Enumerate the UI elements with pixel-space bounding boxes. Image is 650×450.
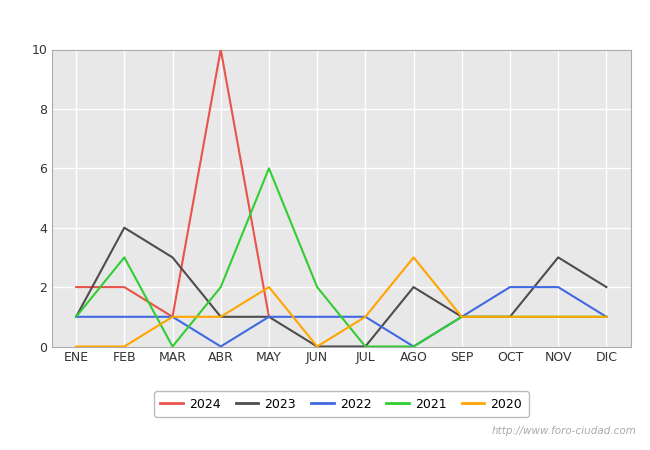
2023 [72, 314, 80, 319]
2020 [410, 255, 417, 260]
2022 [120, 314, 128, 319]
Line: 2021: 2021 [76, 168, 606, 346]
2022 [410, 344, 417, 349]
2023 [361, 344, 369, 349]
2023 [168, 255, 176, 260]
2022 [458, 314, 465, 319]
2022 [506, 284, 514, 290]
2022 [313, 314, 321, 319]
2023 [458, 314, 465, 319]
2020 [458, 314, 465, 319]
2021 [168, 344, 176, 349]
2023 [313, 344, 321, 349]
2023 [410, 284, 417, 290]
2022 [265, 314, 273, 319]
2024 [168, 314, 176, 319]
2024 [72, 284, 80, 290]
2020 [506, 314, 514, 319]
2023 [217, 314, 225, 319]
2021 [554, 314, 562, 319]
2022 [72, 314, 80, 319]
2024 [217, 47, 225, 52]
2021 [120, 255, 128, 260]
2020 [265, 284, 273, 290]
2021 [506, 314, 514, 319]
2020 [72, 344, 80, 349]
2021 [458, 314, 465, 319]
2020 [361, 314, 369, 319]
2023 [506, 314, 514, 319]
2021 [410, 344, 417, 349]
2024 [120, 284, 128, 290]
2022 [603, 314, 610, 319]
Line: 2023: 2023 [76, 228, 606, 346]
2023 [603, 284, 610, 290]
2024 [265, 314, 273, 319]
2021 [217, 284, 225, 290]
2021 [313, 284, 321, 290]
2020 [554, 314, 562, 319]
2020 [603, 314, 610, 319]
2022 [168, 314, 176, 319]
2021 [265, 166, 273, 171]
2021 [361, 344, 369, 349]
Line: 2024: 2024 [76, 50, 269, 317]
2023 [554, 255, 562, 260]
2021 [603, 314, 610, 319]
Text: Matriculaciones de Vehiculos en Castrogonzalo: Matriculaciones de Vehiculos en Castrogo… [130, 11, 520, 29]
2020 [120, 344, 128, 349]
2022 [554, 284, 562, 290]
2020 [313, 344, 321, 349]
2023 [265, 314, 273, 319]
2022 [361, 314, 369, 319]
Line: 2022: 2022 [76, 287, 606, 346]
Line: 2020: 2020 [76, 257, 606, 346]
2020 [217, 314, 225, 319]
2023 [120, 225, 128, 230]
Text: http://www.foro-ciudad.com: http://www.foro-ciudad.com [492, 427, 637, 436]
Legend: 2024, 2023, 2022, 2021, 2020: 2024, 2023, 2022, 2021, 2020 [154, 392, 528, 417]
2020 [168, 314, 176, 319]
2022 [217, 344, 225, 349]
2021 [72, 314, 80, 319]
